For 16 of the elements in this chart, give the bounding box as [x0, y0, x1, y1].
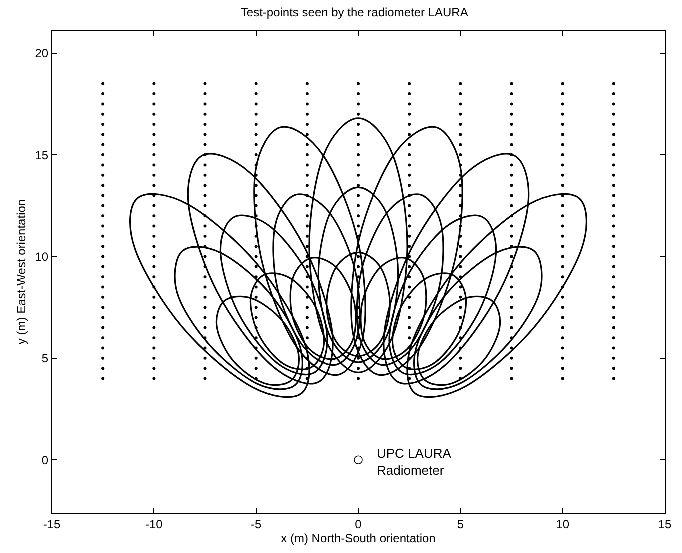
- y-tick-label: 5: [42, 352, 49, 366]
- y-tick-label: 10: [35, 250, 49, 264]
- x-tick-label: -10: [146, 517, 164, 532]
- y-axis-title: y (m) East-West orientation: [14, 199, 29, 345]
- y-tick-label: 15: [35, 148, 49, 162]
- y-tick-label: 0: [42, 453, 49, 468]
- chart-title: Test-points seen by the radiometer LAURA: [240, 6, 468, 20]
- annotation: UPC LAURA Radiometer: [377, 446, 452, 478]
- x-tick-label: -15: [43, 517, 61, 532]
- x-tick-label: 5: [457, 517, 464, 532]
- y-tick-label: 20: [35, 46, 49, 61]
- x-tick-label: 10: [556, 517, 570, 532]
- x-tick-label: 0: [355, 517, 362, 532]
- x-tick-label: -5: [250, 517, 262, 532]
- x-tick-label: 15: [658, 517, 672, 532]
- x-axis-title: x (m) North-South orientation: [281, 531, 436, 546]
